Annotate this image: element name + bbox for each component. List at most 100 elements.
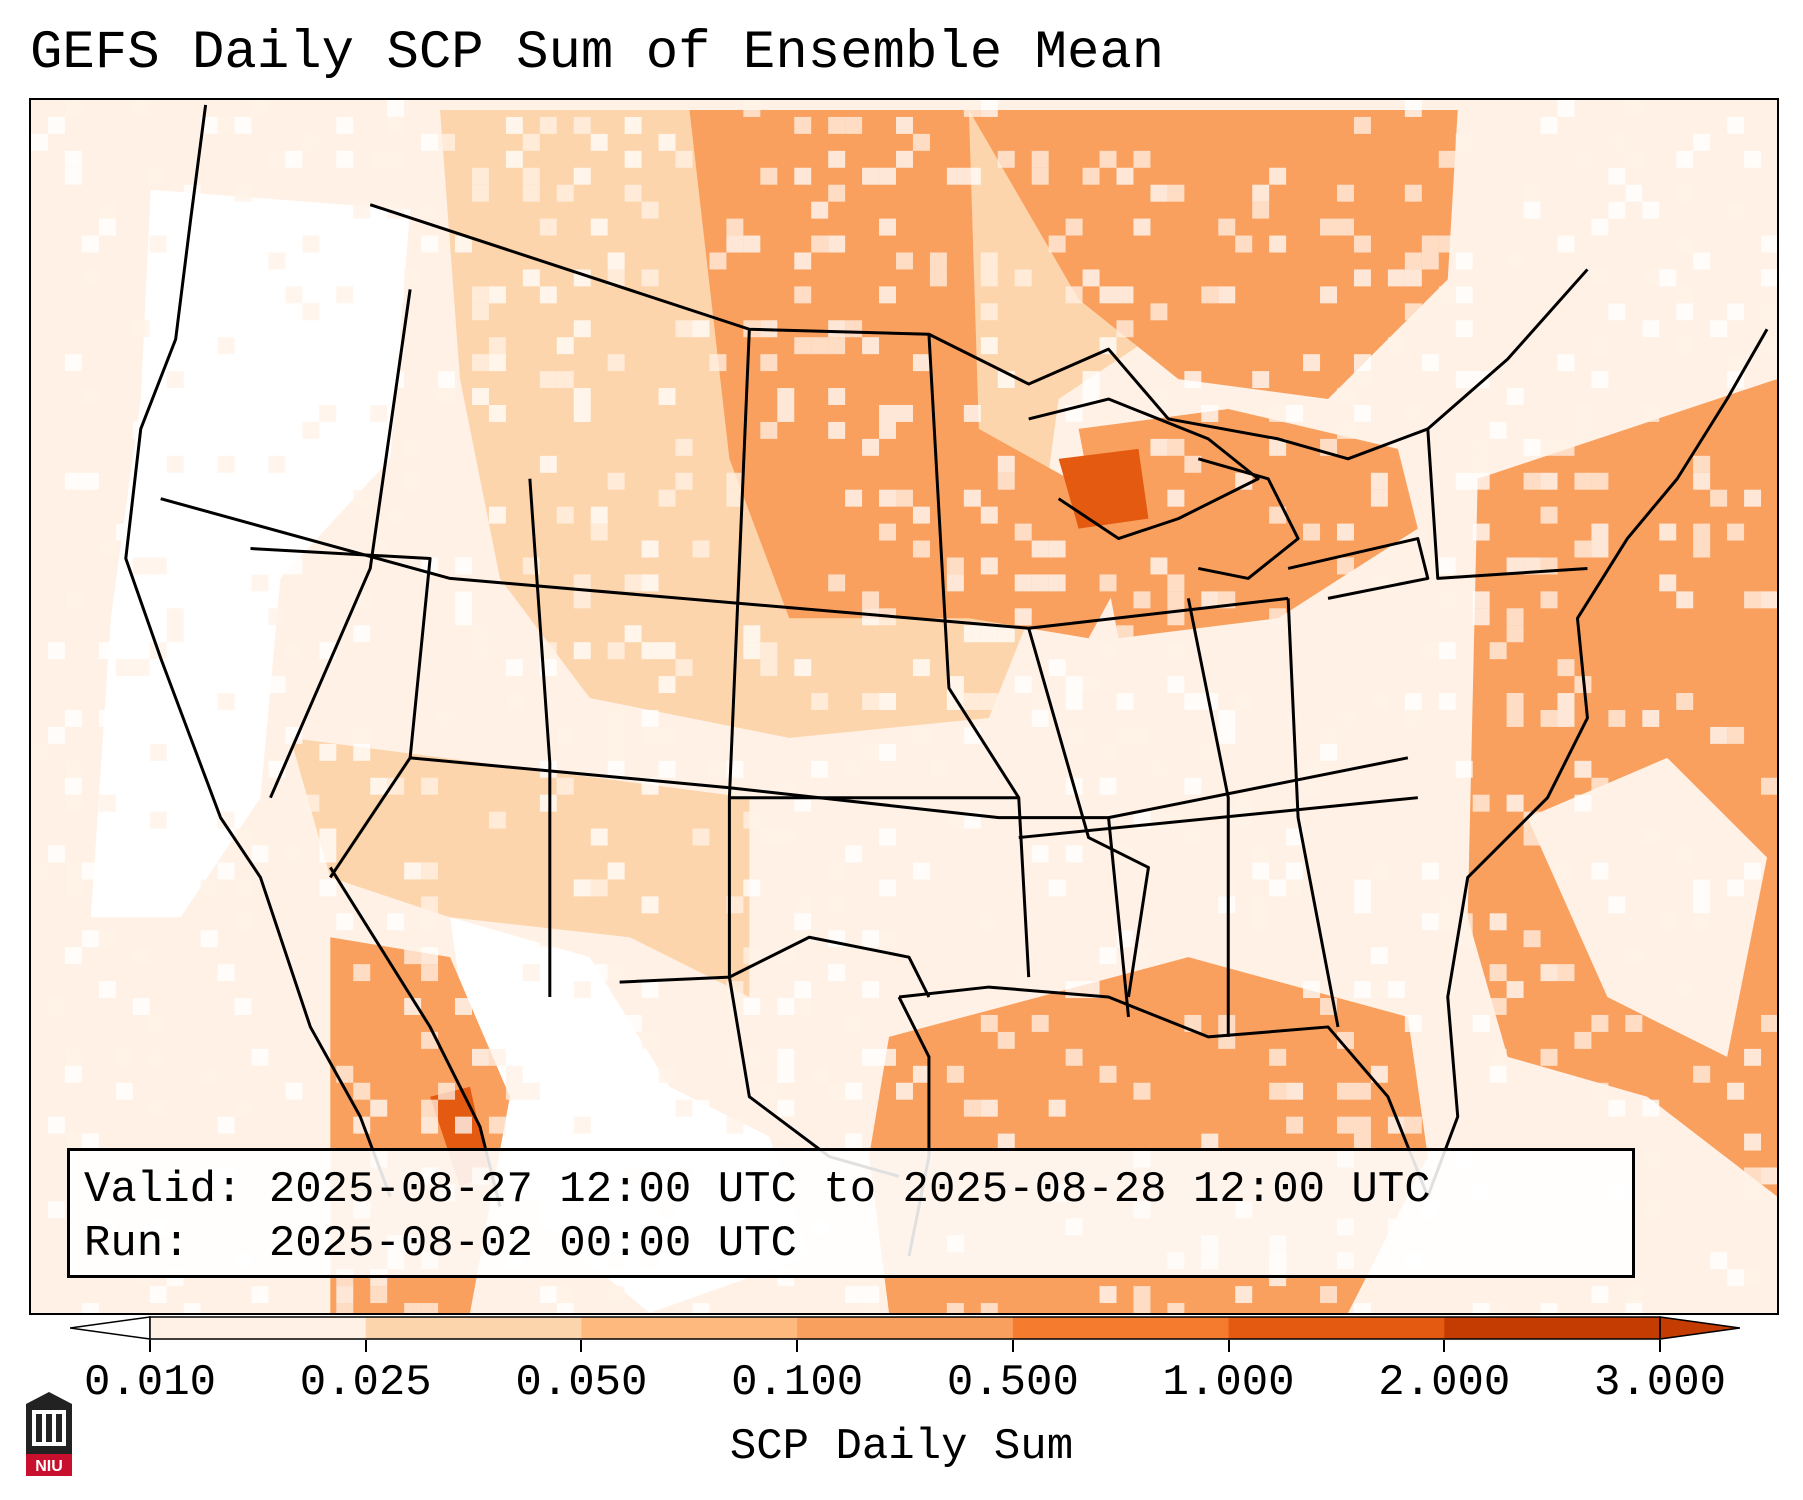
scp-grid-cell <box>1065 726 1083 744</box>
scp-grid-cell <box>47 726 65 744</box>
scp-grid-cell <box>1438 235 1456 253</box>
scp-grid-cell <box>1150 184 1168 202</box>
scp-grid-cell <box>1438 642 1456 660</box>
scp-grid-cell <box>1693 133 1711 151</box>
scp-grid-cell <box>64 760 82 778</box>
scp-grid-cell <box>1727 726 1745 744</box>
scp-grid-cell <box>963 489 981 507</box>
scp-grid-cell <box>115 1048 133 1066</box>
scp-grid-cell <box>471 388 489 405</box>
scp-grid-cell <box>115 879 133 897</box>
scp-grid-cell <box>1472 591 1490 609</box>
scp-grid-cell <box>1252 371 1270 389</box>
scp-grid-cell <box>200 693 218 710</box>
scp-grid-cell <box>1574 404 1592 422</box>
scp-grid-cell <box>1455 472 1473 490</box>
scp-grid-cell <box>1014 676 1032 694</box>
scp-grid-cell <box>607 354 625 372</box>
scp-grid-cell <box>760 1082 778 1100</box>
scp-grid-cell <box>438 1082 456 1100</box>
scp-grid-cell <box>1082 388 1100 405</box>
scp-grid-cell <box>1269 404 1287 422</box>
scp-grid-cell <box>607 743 625 761</box>
boundary-line <box>409 756 1409 820</box>
scp-grid-cell <box>1676 845 1694 863</box>
scp-grid-cell <box>760 167 778 185</box>
scp-grid-cell <box>1455 286 1473 304</box>
colorbar-segment <box>1012 1317 1230 1339</box>
scp-grid-cell <box>1201 743 1219 761</box>
scp-grid-cell <box>421 1303 439 1313</box>
scp-grid-cell <box>743 811 761 829</box>
scp-grid-cell <box>1523 472 1541 490</box>
scp-grid-cell <box>675 659 693 677</box>
scp-grid-cell <box>556 337 574 355</box>
scp-grid-cell <box>1625 1303 1643 1313</box>
scp-grid-cell <box>1303 523 1321 541</box>
scp-grid-cell <box>1421 235 1439 253</box>
scp-grid-cell <box>658 760 676 778</box>
scp-grid-cell <box>590 1048 608 1066</box>
colorbar-extend-low <box>70 1316 151 1340</box>
scp-grid-cell <box>1048 659 1066 677</box>
scp-grid-cell <box>946 1303 964 1313</box>
scp-grid-cell <box>1438 981 1456 999</box>
scp-grid-cell <box>1303 777 1321 795</box>
scp-grid-cell <box>98 642 116 660</box>
scp-grid-cell <box>1320 286 1338 304</box>
scp-grid-cell <box>1472 523 1490 541</box>
scp-grid-cell <box>217 286 235 304</box>
scp-grid-cell <box>946 1065 964 1083</box>
scp-grid-cell <box>132 998 150 1015</box>
scp-grid-cell <box>1642 1201 1660 1219</box>
scp-grid-cell <box>1472 1303 1490 1313</box>
scp-grid-cell <box>1286 404 1304 422</box>
boundary-line <box>927 334 1031 978</box>
scp-grid-cell <box>302 235 320 253</box>
scp-grid-cell <box>726 472 744 490</box>
scp-grid-cell <box>47 1116 65 1134</box>
scp-grid-cell <box>1506 981 1524 999</box>
scp-grid-cell <box>811 1065 829 1083</box>
scp-grid-cell <box>1489 964 1507 982</box>
scp-grid-cell <box>64 947 82 965</box>
scp-grid-cell <box>539 1031 557 1049</box>
scp-grid-cell <box>1608 303 1626 321</box>
scp-grid-cell <box>64 794 82 812</box>
scp-grid-cell <box>200 930 218 948</box>
scp-grid-cell <box>641 574 659 592</box>
scp-grid-cell <box>251 100 269 117</box>
scp-grid-cell <box>1591 1286 1609 1304</box>
scp-grid-cell <box>862 930 880 948</box>
scp-grid-cell <box>794 286 812 304</box>
scp-grid-cell <box>1337 1082 1354 1100</box>
scp-grid-cell <box>404 862 422 880</box>
scp-grid-cell <box>64 591 82 609</box>
scp-grid-cell <box>1574 794 1592 812</box>
scp-grid-cell <box>1184 777 1202 795</box>
colorbar-segment <box>581 1317 798 1339</box>
scp-grid-cell <box>1133 1303 1151 1313</box>
scp-grid-cell <box>64 1065 82 1083</box>
scp-grid-cell <box>1625 184 1643 202</box>
scp-grid-cell <box>1523 438 1541 456</box>
scp-grid-cell <box>675 438 693 456</box>
scp-grid-cell <box>963 693 981 710</box>
scp-grid-cell <box>149 235 167 253</box>
scp-grid-cell <box>573 591 591 609</box>
scp-grid-cell <box>1031 540 1049 558</box>
scp-grid-cell <box>1201 286 1219 304</box>
scp-grid-cell <box>556 726 574 744</box>
scp-grid-cell <box>539 642 557 660</box>
scp-grid-cell <box>658 133 676 151</box>
scp-grid-cell <box>845 489 863 507</box>
scp-grid-cell <box>1761 1167 1777 1185</box>
scp-field-region <box>689 109 1149 639</box>
scp-grid-cell <box>845 116 863 134</box>
scp-grid-cell <box>404 947 422 965</box>
scp-grid-cell <box>1608 709 1626 727</box>
scp-field-map <box>31 100 1777 1313</box>
scp-grid-cell <box>505 1065 523 1083</box>
scp-grid-cell <box>1489 913 1507 931</box>
colorbar-tick-mark <box>1659 1340 1661 1352</box>
